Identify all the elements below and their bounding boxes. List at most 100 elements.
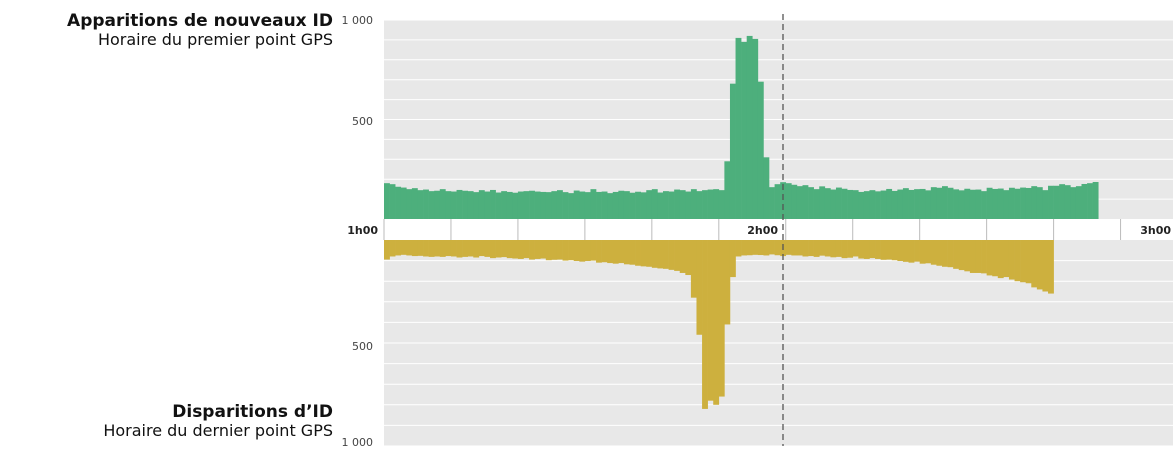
- bar-disappearances: [635, 240, 641, 266]
- bar-appearances: [852, 190, 859, 219]
- bar-disappearances: [562, 240, 569, 261]
- bar-disappearances: [1036, 240, 1043, 290]
- y-tick-label: 500: [352, 340, 373, 353]
- bar-disappearances: [858, 240, 865, 259]
- bar-disappearances: [830, 240, 837, 258]
- bar-disappearances: [1020, 240, 1026, 283]
- bar-appearances: [657, 192, 664, 219]
- bar-appearances: [584, 192, 591, 219]
- bar-disappearances: [423, 240, 429, 257]
- bar-disappearances: [992, 240, 999, 277]
- bar-appearances: [495, 192, 502, 219]
- bar-appearances: [769, 187, 775, 219]
- bar-disappearances: [473, 240, 480, 258]
- bar-appearances: [478, 190, 485, 219]
- bottom-series-title: Disparitions d’ID: [172, 402, 333, 422]
- bar-disappearances: [741, 240, 747, 256]
- bar-appearances: [981, 191, 987, 219]
- bar-appearances: [506, 191, 513, 219]
- bar-disappearances: [428, 240, 435, 257]
- bar-appearances: [936, 187, 943, 219]
- bar-appearances: [384, 183, 390, 219]
- bar-disappearances: [936, 240, 943, 266]
- bar-appearances: [690, 189, 697, 219]
- bar-appearances: [791, 184, 798, 219]
- bar-appearances: [573, 190, 580, 219]
- bar-disappearances: [947, 240, 954, 268]
- bottom-bars: [384, 240, 1054, 409]
- bar-appearances: [969, 189, 976, 219]
- bar-disappearances: [791, 240, 798, 256]
- bar-appearances: [674, 189, 681, 219]
- bar-disappearances: [914, 240, 920, 262]
- bar-disappearances: [975, 240, 982, 273]
- bar-disappearances: [384, 240, 390, 260]
- bar-appearances: [439, 189, 446, 219]
- x-axis-labels: 1h00 2h00 3h00: [347, 224, 1171, 237]
- top-bars: [384, 35, 1099, 220]
- bar-appearances: [824, 188, 831, 219]
- bar-appearances: [958, 190, 965, 219]
- bar-appearances: [964, 188, 971, 219]
- bar-appearances: [785, 183, 792, 219]
- bar-appearances: [835, 187, 842, 219]
- bar-disappearances: [534, 240, 541, 259]
- bar-appearances: [897, 189, 904, 219]
- bar-disappearances: [529, 240, 535, 260]
- bar-disappearances: [1003, 240, 1010, 278]
- bar-disappearances: [1031, 240, 1038, 288]
- bar-appearances: [1059, 184, 1066, 219]
- bar-disappearances: [1048, 240, 1054, 294]
- bar-appearances: [813, 189, 820, 219]
- bar-appearances: [612, 191, 619, 219]
- top-series-label: Apparitions de nouveaux ID Horaire du pr…: [67, 12, 333, 49]
- bar-appearances: [534, 191, 541, 219]
- bar-disappearances: [841, 240, 848, 259]
- bar-appearances: [808, 187, 814, 219]
- bar-appearances: [1070, 187, 1077, 219]
- bar-disappearances: [523, 240, 530, 259]
- bar-appearances: [696, 191, 703, 219]
- bar-appearances: [1014, 188, 1021, 219]
- bar-disappearances: [506, 240, 513, 259]
- bar-appearances: [702, 190, 708, 219]
- bar-disappearances: [663, 240, 669, 269]
- bar-appearances: [1020, 187, 1026, 219]
- bar-disappearances: [847, 240, 854, 258]
- bar-appearances: [774, 184, 781, 219]
- bar-appearances: [1075, 186, 1082, 219]
- bar-appearances: [1092, 181, 1099, 219]
- bar-appearances: [590, 189, 597, 219]
- bar-appearances: [1048, 185, 1054, 219]
- bar-disappearances: [763, 240, 770, 256]
- bar-appearances: [947, 187, 954, 219]
- x-tick-label: 3h00: [1140, 224, 1171, 237]
- bar-disappearances: [897, 240, 904, 262]
- bar-appearances: [902, 188, 909, 219]
- bar-appearances: [663, 191, 669, 219]
- bar-disappearances: [501, 240, 508, 258]
- top-series-title: Apparitions de nouveaux ID: [67, 11, 333, 31]
- bar-appearances: [992, 188, 999, 219]
- bar-appearances: [551, 191, 558, 219]
- bar-appearances: [914, 189, 920, 219]
- bar-disappearances: [785, 240, 792, 255]
- bar-disappearances: [953, 240, 960, 269]
- bar-disappearances: [668, 240, 675, 270]
- bar-appearances: [752, 38, 759, 219]
- bar-disappearances: [752, 240, 759, 255]
- bar-appearances: [512, 192, 519, 219]
- bar-appearances: [629, 192, 636, 219]
- bar-appearances: [763, 157, 770, 219]
- bar-appearances: [1003, 190, 1010, 219]
- bar-disappearances: [902, 240, 909, 262]
- bar-disappearances: [411, 240, 418, 257]
- bar-appearances: [830, 189, 837, 219]
- bar-disappearances: [724, 240, 731, 325]
- bar-appearances: [780, 182, 787, 219]
- bar-disappearances: [406, 240, 413, 256]
- bar-disappearances: [445, 240, 452, 257]
- bar-disappearances: [713, 240, 720, 405]
- bottom-series-subtitle: Horaire du dernier point GPS: [103, 421, 333, 440]
- bar-disappearances: [942, 240, 948, 267]
